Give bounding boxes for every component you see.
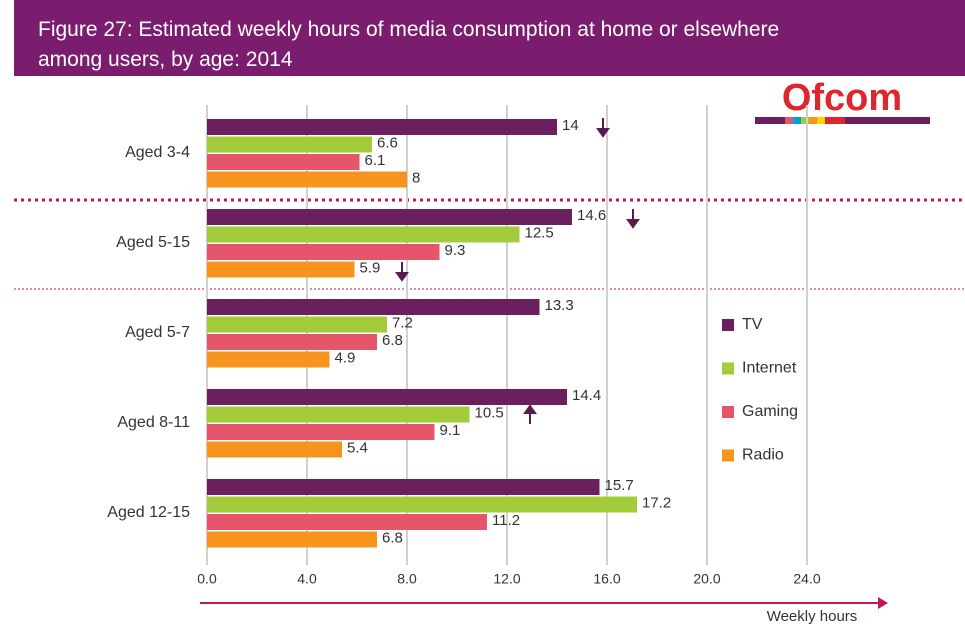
legend-swatch <box>722 406 734 418</box>
value-label: 13.3 <box>545 297 574 314</box>
bar <box>207 514 487 530</box>
x-tick-label: 4.0 <box>297 571 317 587</box>
value-label: 12.5 <box>525 224 554 241</box>
bar <box>207 136 372 153</box>
x-tick-label: 12.0 <box>493 571 520 587</box>
legend-label: TV <box>742 316 763 333</box>
value-label: 6.8 <box>382 332 403 349</box>
x-tick-label: 0.0 <box>197 571 217 587</box>
legend-swatch <box>722 362 734 375</box>
value-label: 11.2 <box>492 512 520 529</box>
value-label: 5.4 <box>347 439 368 456</box>
x-tick-label: 24.0 <box>793 571 820 587</box>
bar <box>207 334 377 350</box>
legend-label: Internet <box>742 360 797 377</box>
bar <box>207 226 520 243</box>
chart-title: Figure 27: Estimated weekly hours of med… <box>38 18 779 41</box>
bar <box>207 316 387 333</box>
value-label: 4.9 <box>335 349 356 366</box>
legend-swatch <box>722 319 734 331</box>
value-label: 14 <box>562 117 579 134</box>
bar <box>207 119 557 135</box>
y-tick-label: Aged 5-7 <box>125 324 190 341</box>
value-label: 9.1 <box>440 422 461 439</box>
value-label: 7.2 <box>392 314 413 331</box>
significance-arrows <box>395 118 640 424</box>
axis-arrow-head <box>878 597 888 609</box>
legend-swatch <box>722 449 734 462</box>
value-label: 17.2 <box>642 494 671 511</box>
value-label: 5.9 <box>360 259 381 276</box>
value-label: 6.1 <box>365 152 386 169</box>
y-tick-label: Aged 5-15 <box>116 234 190 251</box>
value-label: 9.3 <box>445 242 466 259</box>
y-tick-label: Aged 12-15 <box>107 504 190 521</box>
bar <box>207 299 540 315</box>
x-tick-label: 20.0 <box>693 571 720 587</box>
legend-label: Radio <box>742 447 784 464</box>
x-tick-label: 16.0 <box>593 571 620 587</box>
x-tick-label: 8.0 <box>397 571 417 587</box>
bar <box>207 261 355 278</box>
value-label: 14.4 <box>572 387 601 404</box>
value-label: 6.6 <box>377 134 398 151</box>
bar <box>207 479 600 495</box>
bar <box>207 531 377 548</box>
logo-stripe <box>755 117 930 124</box>
chart-title: among users, by age: 2014 <box>38 48 293 71</box>
bar <box>207 171 407 188</box>
bar <box>207 441 342 458</box>
bar <box>207 496 637 513</box>
y-tick-label: Aged 8-11 <box>117 414 190 431</box>
bar <box>207 209 572 225</box>
bar <box>207 351 330 368</box>
value-label: 15.7 <box>605 477 634 494</box>
bar <box>207 389 567 405</box>
bar <box>207 244 440 260</box>
value-label: 14.6 <box>577 207 606 224</box>
y-tick-label: Aged 3-4 <box>125 144 190 161</box>
legend-label: Gaming <box>742 403 798 420</box>
logo: Ofcom <box>782 77 902 119</box>
bar <box>207 406 470 423</box>
value-label: 8 <box>412 169 420 186</box>
bar <box>207 424 435 440</box>
x-axis-label: Weekly hours <box>767 608 858 625</box>
value-label: 6.8 <box>382 529 403 546</box>
bar <box>207 154 360 170</box>
value-label: 10.5 <box>475 404 504 421</box>
title-banner <box>14 0 965 76</box>
